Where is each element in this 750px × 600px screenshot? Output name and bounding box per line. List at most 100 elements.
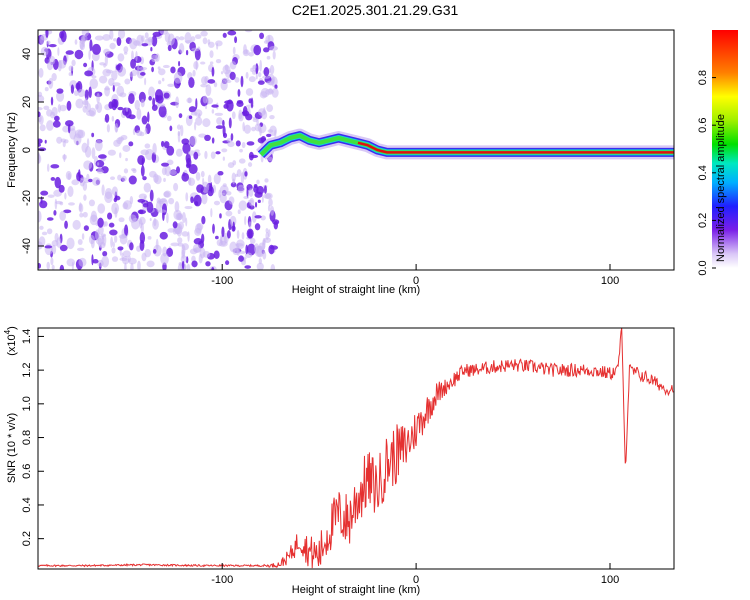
noise-blob — [112, 85, 115, 92]
noise-blob — [249, 205, 255, 210]
noise-blob — [210, 208, 213, 218]
noise-blob — [91, 43, 101, 55]
noise-blob — [222, 132, 228, 139]
noise-blob — [76, 247, 85, 252]
noise-blob — [122, 255, 130, 265]
bottom-y-tick-label-6: 1.4 — [21, 329, 33, 344]
noise-blob — [123, 168, 129, 174]
noise-blob — [111, 202, 120, 215]
noise-blob — [75, 82, 81, 90]
noise-blob — [113, 99, 119, 109]
noise-blob — [51, 264, 55, 270]
noise-blob — [224, 100, 233, 105]
bottom-y-tick-label-0: 0.2 — [21, 531, 33, 546]
noise-blob — [139, 232, 146, 244]
bottom-x-tick-label-1: 0 — [413, 574, 419, 586]
noise-blob — [59, 104, 67, 112]
noise-blob — [88, 199, 96, 207]
noise-blob — [243, 124, 251, 134]
noise-blob — [269, 46, 279, 51]
noise-blob — [243, 195, 250, 200]
noise-blob — [111, 186, 118, 196]
noise-blob — [48, 77, 54, 89]
noise-blob — [104, 87, 111, 91]
noise-blob — [260, 215, 266, 221]
noise-blob — [191, 260, 198, 268]
noise-blob — [169, 125, 173, 132]
noise-blob — [46, 163, 50, 172]
noise-blob — [236, 100, 244, 108]
noise-blob — [205, 84, 212, 97]
noise-blob — [111, 256, 119, 262]
top-y-tick-label-0: -40 — [21, 238, 33, 254]
noise-blob — [105, 69, 113, 74]
noise-blob — [195, 116, 203, 126]
noise-blob — [124, 78, 131, 85]
colorbar-tick-label-0: 0.0 — [697, 260, 709, 275]
noise-blob — [268, 198, 273, 207]
noise-blob — [255, 63, 259, 75]
noise-blob — [244, 171, 248, 177]
noise-blob — [188, 77, 195, 89]
noise-blob — [249, 197, 255, 207]
noise-blob — [81, 30, 90, 37]
noise-blob — [113, 38, 118, 42]
noise-blob — [143, 182, 152, 193]
noise-blob — [54, 176, 62, 189]
bottom-y-axis: 0.2 0.4 0.6 0.8 1.0 1.2 1.4 — [21, 329, 44, 546]
noise-blob — [246, 141, 255, 146]
top-y-tick-label-1: -20 — [21, 190, 33, 206]
noise-blob — [129, 242, 134, 251]
noise-blob — [94, 139, 103, 152]
noise-blob — [213, 250, 220, 259]
noise-blob — [190, 36, 196, 42]
y-scale-exponent: 4 — [3, 329, 12, 334]
noise-blob — [142, 203, 149, 208]
noise-blob — [245, 71, 249, 79]
noise-blob — [151, 54, 158, 63]
noise-blob — [88, 234, 95, 245]
noise-blob — [104, 113, 110, 123]
noise-blob — [248, 98, 252, 104]
noise-blob — [253, 44, 262, 56]
noise-blob — [56, 88, 64, 94]
noise-blob — [227, 141, 235, 148]
noise-blob — [248, 188, 254, 197]
noise-blob — [273, 220, 279, 230]
noise-blob — [207, 174, 212, 184]
noise-blob — [264, 178, 269, 183]
noise-blob — [246, 186, 249, 199]
noise-blob — [78, 169, 81, 178]
noise-blob — [231, 172, 236, 183]
noise-blob — [128, 93, 135, 104]
noise-blob — [213, 200, 221, 206]
noise-blob — [130, 58, 136, 69]
noise-blob — [68, 202, 75, 206]
noise-blob — [249, 154, 259, 159]
noise-blob — [44, 86, 49, 92]
noise-blob — [132, 168, 137, 174]
top-x-tick-label-2: 100 — [601, 275, 619, 287]
noise-blob — [62, 125, 70, 133]
noise-blob — [130, 262, 134, 270]
noise-blob — [223, 103, 229, 109]
noise-blob — [89, 39, 93, 52]
noise-blob — [163, 191, 170, 198]
noise-blob — [43, 105, 50, 110]
noise-blob — [109, 229, 118, 236]
noise-blob — [257, 199, 261, 204]
noise-blob — [54, 198, 58, 210]
noise-blob — [266, 104, 274, 113]
noise-blob — [55, 200, 63, 205]
noise-blob — [173, 71, 183, 84]
noise-blob — [151, 66, 154, 73]
noise-blob — [122, 202, 129, 210]
noise-blob — [39, 200, 48, 209]
noise-blob — [236, 245, 241, 256]
noise-blob — [241, 232, 245, 240]
noise-blob — [96, 168, 104, 174]
noise-blob — [99, 242, 106, 249]
noise-blob — [224, 64, 229, 72]
noise-blob — [88, 49, 91, 60]
noise-blob — [38, 152, 41, 164]
